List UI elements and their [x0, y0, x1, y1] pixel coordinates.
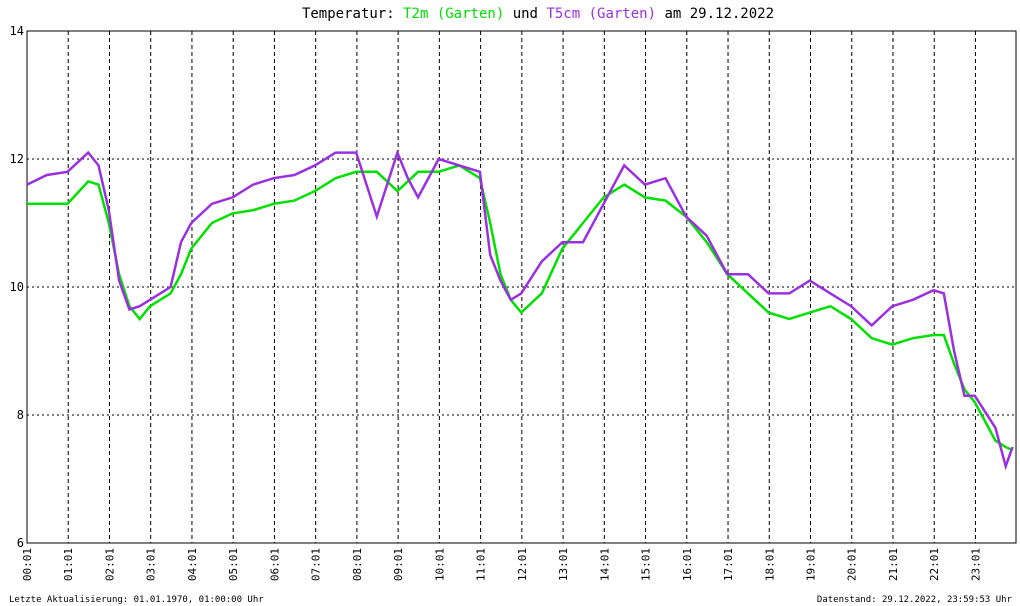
x-tick-label: 01:01 — [62, 548, 75, 581]
legend-entry: T5cm (Garten) — [546, 6, 656, 22]
x-tick-label: 11:01 — [475, 548, 488, 581]
x-tick-label: 23:01 — [969, 548, 982, 581]
x-tick-label: 17:01 — [722, 548, 735, 581]
y-tick-label: 10 — [10, 280, 24, 294]
x-tick-label: 06:01 — [268, 548, 281, 581]
legend-entry: T2m (Garten) — [403, 6, 504, 22]
x-tick-label: 03:01 — [145, 548, 158, 581]
x-tick-label: 02:01 — [103, 548, 116, 581]
title-join: und — [513, 6, 538, 22]
footer-right: Datenstand: 29.12.2022, 23:59:53 Uhr — [817, 595, 1013, 605]
series-line — [27, 164, 1014, 452]
x-tick-label: 05:01 — [227, 548, 240, 581]
x-tick-label: 13:01 — [557, 548, 570, 581]
x-tick-label: 00:01 — [21, 548, 34, 581]
x-tick-label: 16:01 — [681, 548, 694, 581]
y-tick-label: 12 — [10, 152, 24, 166]
x-tick-label: 10:01 — [433, 548, 446, 581]
x-tick-label: 15:01 — [640, 548, 653, 581]
title-prefix: Temperatur: — [302, 6, 395, 22]
x-tick-label: 21:01 — [887, 548, 900, 581]
footer-left: Letzte Aktualisierung: 01.01.1970, 01:00… — [9, 595, 264, 605]
series-line — [26, 148, 1014, 471]
plot-frame — [26, 30, 1017, 544]
title-suffix: am 29.12.2022 — [664, 6, 774, 22]
x-tick-label: 19:01 — [805, 548, 818, 581]
x-tick-label: 18:01 — [763, 548, 776, 581]
y-tick-label: 14 — [10, 24, 24, 38]
x-tick-label: 12:01 — [516, 548, 529, 581]
x-tick-label: 08:01 — [351, 548, 364, 581]
y-tick-label: 6 — [17, 536, 24, 550]
x-tick-label: 20:01 — [846, 548, 859, 581]
chart-title: Temperatur: T2m (Garten) und T5cm (Garte… — [302, 6, 774, 22]
x-tick-label: 07:01 — [310, 548, 323, 581]
y-tick-label: 8 — [17, 408, 24, 422]
x-tick-label: 04:01 — [186, 548, 199, 581]
x-tick-label: 09:01 — [392, 548, 405, 581]
x-tick-label: 22:01 — [928, 548, 941, 581]
x-tick-label: 14:01 — [598, 548, 611, 581]
